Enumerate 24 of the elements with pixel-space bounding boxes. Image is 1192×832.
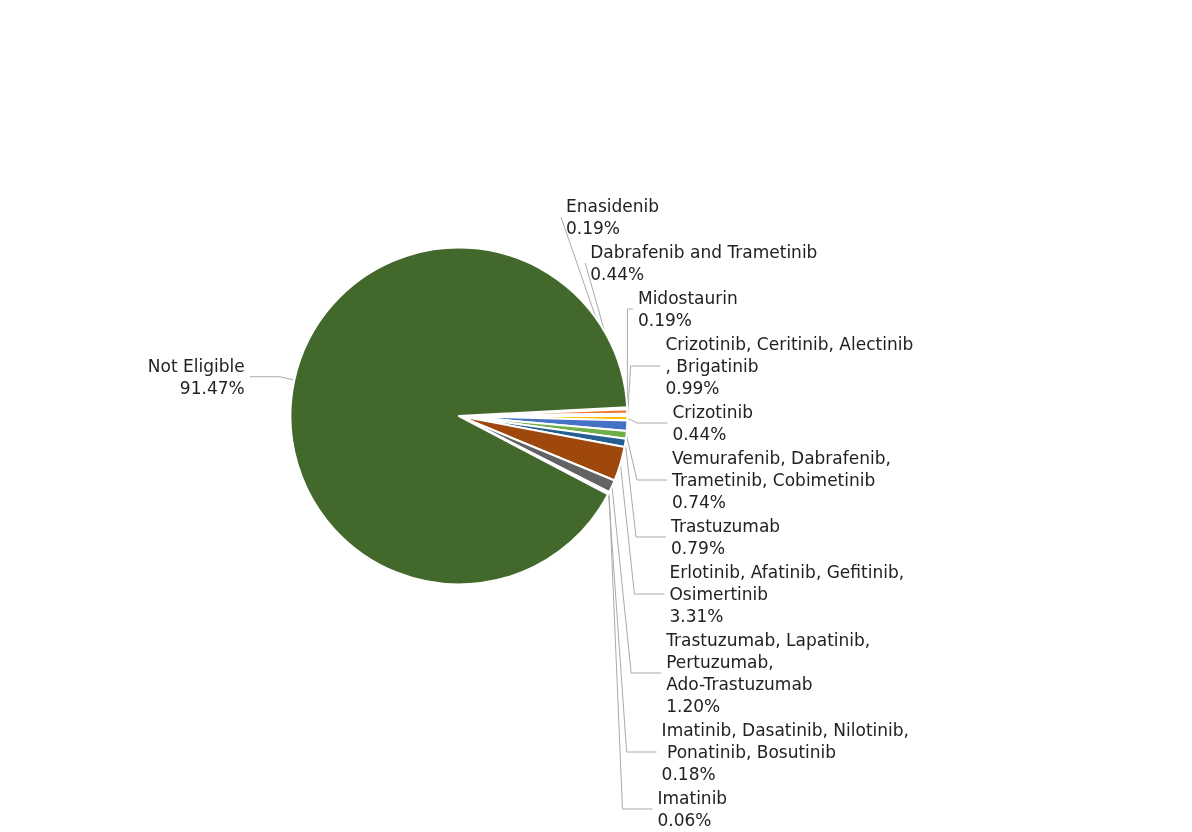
data-label: 91.47%: [179, 377, 245, 398]
data-label: 0.19%: [565, 218, 620, 238]
slice-label: Imatinib, Dasatinib, Nilotinib, Ponatinib, Bosutinib: [661, 720, 910, 762]
slice-label: Enasidenib: [565, 196, 660, 216]
data-label: 0.79%: [671, 538, 726, 558]
slice-label: Midostaurin: [637, 288, 738, 308]
slice-label: Trastuzumab: [670, 516, 781, 536]
data-label: 0.18%: [661, 764, 716, 784]
slice-label: Crizotinib: [672, 402, 753, 422]
data-label: 0.99%: [665, 378, 720, 398]
data-label: 0.19%: [637, 310, 692, 330]
slice-label: Trastuzumab, Lapatinib, Pertuzumab, Ado-Trastuzumab: [665, 630, 876, 694]
data-label: 0.44%: [672, 424, 727, 444]
data-label: 0.44%: [590, 264, 645, 284]
slice-label: Crizotinib, Ceritinib, Alectinib, Brigatinib: [665, 334, 914, 376]
data-label: 3.31%: [669, 606, 724, 626]
data-label: 0.74%: [672, 492, 727, 512]
data-label: 0.06%: [657, 810, 712, 830]
slice-label: Dabrafenib and Trametinib: [590, 242, 818, 262]
slice-label: Erlotinib, Afatinib, Gefitinib, Osimertinib: [669, 562, 910, 604]
slice-label: Vemurafenib, Dabrafenib, Trametinib, Cobimetinib: [671, 448, 897, 490]
slice-label: Imatinib: [657, 788, 728, 808]
slice-label: Not Eligible: [147, 355, 245, 376]
data-label: 1.20%: [666, 696, 721, 716]
